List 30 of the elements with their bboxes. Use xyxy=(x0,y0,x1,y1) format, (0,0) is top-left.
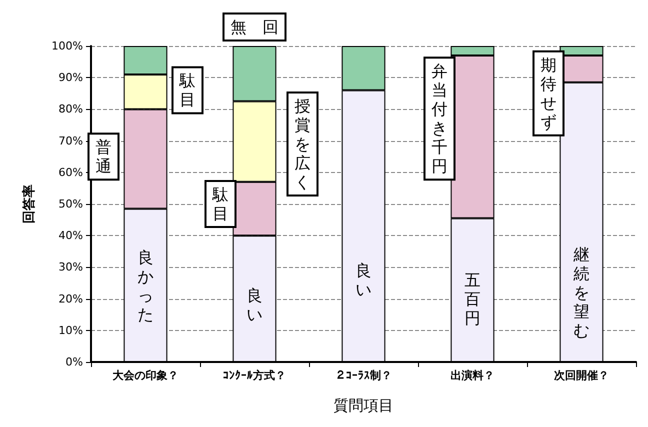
annotation: 駄目 xyxy=(178,71,196,110)
annotation: 駄目 xyxy=(212,185,228,223)
annotation: 良い xyxy=(356,260,372,299)
y-tick-label: 20% xyxy=(58,292,83,306)
y-tick-label: 30% xyxy=(58,260,83,274)
y-tick-label: 90% xyxy=(58,71,83,84)
x-tick-label: ２ｺｰﾗｽ制？ xyxy=(335,369,392,382)
annotation: 良い xyxy=(246,286,262,324)
x-tick-label: 大会の印象？ xyxy=(112,369,178,382)
y-tick-label: 60% xyxy=(58,166,83,179)
x-tick-label: 出演料？ xyxy=(450,369,494,382)
x-axis-title: 質問項目 xyxy=(334,396,394,414)
x-tick-label: ｺﾝｸｰﾙ方式？ xyxy=(223,369,286,382)
y-axis-title: 回答率 xyxy=(21,184,37,224)
annotation: 授賞を広く xyxy=(294,96,310,192)
annotation: 弁当付き千円 xyxy=(430,62,448,176)
annotation: 期待せず xyxy=(540,55,556,132)
x-tick-label: 次回開催？ xyxy=(554,369,609,382)
y-tick-label: 80% xyxy=(58,102,83,116)
annotation: 五百円 xyxy=(464,270,480,328)
annotation: 良かった xyxy=(138,248,154,324)
annotation: 継続を望む xyxy=(572,244,590,340)
text: 無 回 xyxy=(230,18,278,37)
y-tick-label: 0% xyxy=(66,356,83,368)
annotation: 普通 xyxy=(96,138,112,176)
y-tick-label: 40% xyxy=(58,229,83,242)
y-tick-label: 10% xyxy=(58,324,83,337)
y-tick-label: 50% xyxy=(58,198,83,210)
y-tick-label: 70% xyxy=(58,134,83,148)
y-tick-label: 100% xyxy=(52,40,83,52)
